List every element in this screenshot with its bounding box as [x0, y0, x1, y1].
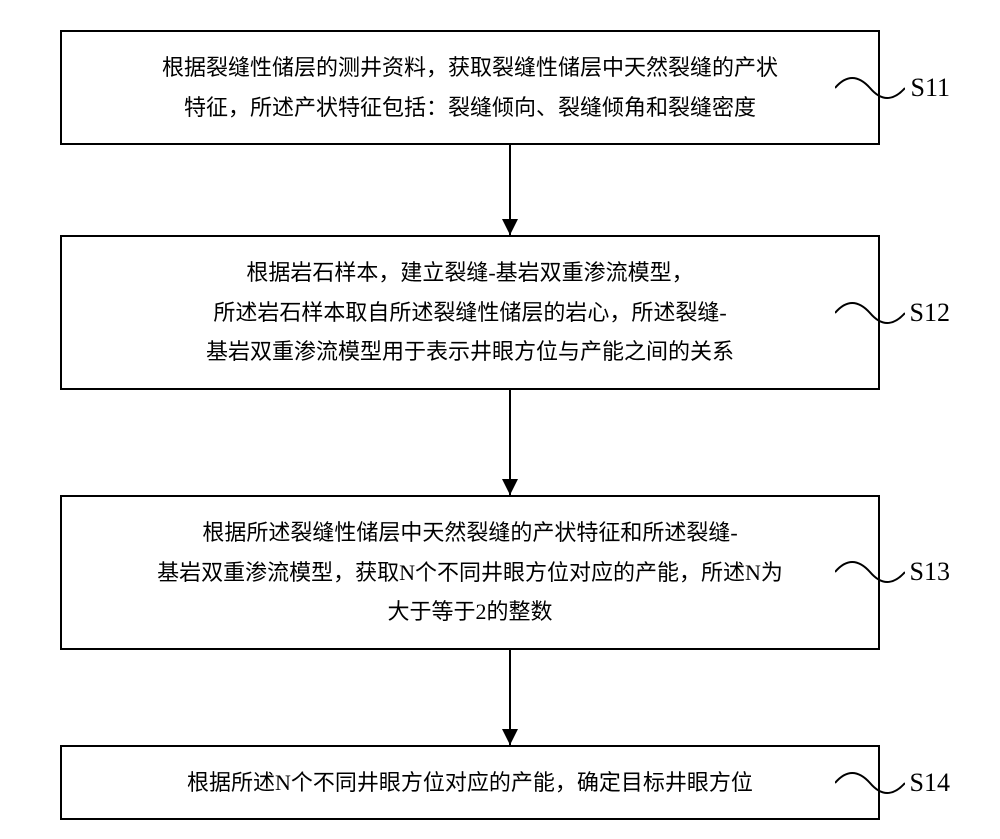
step-label-2: S12 [910, 298, 950, 328]
step-row-3: 根据所述裂缝性储层中天然裂缝的产状特征和所述裂缝- 基岩双重渗流模型，获取N个不… [40, 495, 960, 650]
step-label-1: S11 [911, 73, 951, 103]
flowchart-container: 根据裂缝性储层的测井资料，获取裂缝性储层中天然裂缝的产状 特征，所述产状特征包括… [40, 30, 960, 820]
step-2-line-2: 所述岩石样本取自所述裂缝性储层的岩心，所述裂缝- [213, 293, 726, 333]
step-row-1: 根据裂缝性储层的测井资料，获取裂缝性储层中天然裂缝的产状 特征，所述产状特征包括… [40, 30, 960, 145]
step-2-line-1: 根据岩石样本，建立裂缝-基岩双重渗流模型， [246, 253, 693, 293]
arrow-2 [80, 390, 940, 495]
step-4-line-1: 根据所述N个不同井眼方位对应的产能，确定目标井眼方位 [187, 763, 753, 803]
step-box-1: 根据裂缝性储层的测井资料，获取裂缝性储层中天然裂缝的产状 特征，所述产状特征包括… [60, 30, 880, 145]
step-label-4: S14 [910, 768, 950, 798]
arrow-3 [80, 650, 940, 745]
step-box-3: 根据所述裂缝性储层中天然裂缝的产状特征和所述裂缝- 基岩双重渗流模型，获取N个不… [60, 495, 880, 650]
step-1-line-2: 特征，所述产状特征包括：裂缝倾向、裂缝倾角和裂缝密度 [184, 88, 756, 128]
step-1-line-1: 根据裂缝性储层的测井资料，获取裂缝性储层中天然裂缝的产状 [162, 48, 778, 88]
wave-connector-1 [835, 63, 905, 113]
step-2-line-3: 基岩双重渗流模型用于表示井眼方位与产能之间的关系 [206, 332, 734, 372]
step-row-2: 根据岩石样本，建立裂缝-基岩双重渗流模型， 所述岩石样本取自所述裂缝性储层的岩心… [40, 235, 960, 390]
step-3-line-2: 基岩双重渗流模型，获取N个不同井眼方位对应的产能，所述N为 [157, 553, 783, 593]
step-row-4: 根据所述N个不同井眼方位对应的产能，确定目标井眼方位 S14 [40, 745, 960, 821]
step-box-4: 根据所述N个不同井眼方位对应的产能，确定目标井眼方位 [60, 745, 880, 821]
wave-connector-2 [835, 288, 905, 338]
step-3-line-1: 根据所述裂缝性储层中天然裂缝的产状特征和所述裂缝- [202, 513, 737, 553]
wave-connector-4 [835, 758, 905, 808]
step-box-2: 根据岩石样本，建立裂缝-基岩双重渗流模型， 所述岩石样本取自所述裂缝性储层的岩心… [60, 235, 880, 390]
step-label-3: S13 [910, 557, 950, 587]
step-3-line-3: 大于等于2的整数 [387, 592, 552, 632]
wave-connector-3 [835, 547, 905, 597]
arrow-1 [80, 145, 940, 235]
